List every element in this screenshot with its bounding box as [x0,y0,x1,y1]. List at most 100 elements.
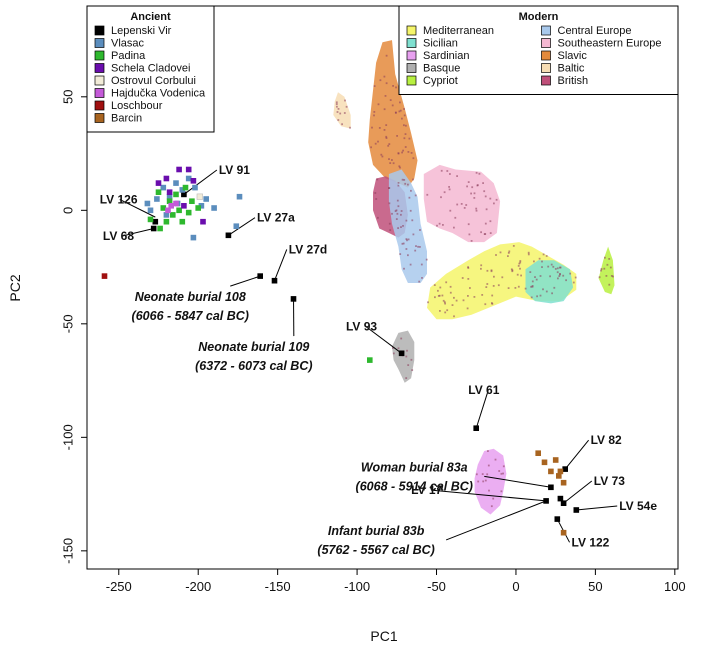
cluster-sample-dot [335,101,338,104]
point-vlasac [163,212,170,218]
cluster-sample-dot [554,268,557,270]
y-axis-title: PC2 [7,274,23,301]
cluster-sample-dot [467,267,470,269]
cluster-sample-dot [410,152,413,154]
cluster-sample-dot [373,114,375,117]
y-tick-label: -150 [60,538,75,564]
cluster-sample-dot [484,195,487,198]
cluster-sample-dot [551,292,553,295]
cluster-sample-dot [545,255,548,257]
cluster-sample-dot [397,205,400,208]
cluster-sample-dot [377,103,380,106]
cluster-sample-dot [478,172,481,175]
cluster-sample-dot [562,274,565,277]
burial-labels: Neonate burial 108 (6066 - 5847 cal BC) Ne… [132,290,473,557]
cluster-sample-dot [536,295,538,298]
cluster-sample-dot [600,268,603,270]
point-lepenski-vir [152,218,159,225]
cluster-sample-dot [391,104,394,107]
cluster-sample-dot [419,246,421,248]
cluster-sample-dot [445,281,448,284]
burial-label-line: Woman burial 83a [361,460,468,474]
point-label: LV 82 [591,433,622,447]
cluster-sample-dot [341,123,343,126]
cluster-sample-dot [371,126,373,129]
cluster-sample-dot [420,263,423,266]
cluster-sample-dot [401,151,403,154]
leader-line [564,439,590,470]
cluster-sample-dot [467,278,470,280]
legend-swatch [94,88,105,98]
point-lepenski-vir [543,498,549,504]
cluster-sample-dot [453,296,455,299]
cluster-sample-dot [484,222,487,225]
cluster-sample-dot [484,303,487,306]
point-vlasac [236,193,243,200]
point-padina [157,225,163,232]
legend-swatch [94,25,105,36]
cluster-sample-dot [475,171,478,174]
cluster-sample-dot [388,187,390,189]
cluster-sample-dot [397,227,399,229]
cluster-sample-dot [343,112,346,114]
legend-swatch [541,25,551,36]
point-lepenski-vir [225,232,232,239]
cluster-sample-dot [410,358,413,361]
cluster-sample-dot [443,191,446,194]
cluster-sample-dot [403,179,406,181]
leader-line [122,227,154,237]
point-label: LV 93 [346,320,377,334]
cluster-sample-dot [403,108,405,110]
cluster-sample-dot [481,294,484,296]
cluster-sample-dot [377,140,379,143]
plot-frame [86,5,679,570]
point-schela-cladovei [181,203,187,209]
legend-item-label: Central Europe [558,25,632,37]
cluster-sample-dot [460,203,463,205]
y-tick-label: -100 [60,424,75,450]
point-label: LV 17 [411,483,442,497]
cluster-sample-dot [412,178,414,181]
cluster-sample-dot [449,173,451,175]
cluster-sample-dot [437,289,439,292]
cluster-sample-dot [337,119,340,121]
point-lepenski-vir [181,191,187,198]
cluster-sample-dot [520,274,522,277]
cluster-sample-dot [559,273,561,275]
legend-swatch [541,75,551,86]
cluster-sample-dot [449,285,452,288]
cluster-sample-dot [414,249,417,252]
point-lepenski-vir [573,507,580,513]
cluster-sample-dot [473,296,476,298]
cluster-sample-dot [376,178,379,181]
cluster-sample-dot [448,186,450,188]
point-padina [367,357,373,363]
legend-title: Modern [519,11,559,23]
cluster-sample-dot [510,268,513,271]
cluster-sample-dot [426,193,429,196]
cluster-sample-dot [467,181,470,183]
point-barcin [556,473,562,479]
cluster-sample-dot [471,186,474,189]
cluster-sample-dot [389,162,392,164]
point-barcin [535,450,541,456]
point-vlasac [144,200,151,207]
cluster-sample-dot [502,472,504,475]
point-vlasac [179,187,186,193]
cluster-sample-dot [409,209,412,212]
cluster-sample-dot [408,196,411,199]
cluster-sample-dot [441,294,444,297]
point-lepenski-vir [271,277,278,284]
cluster-sample-dot [490,505,493,508]
cluster-sample-dot [407,254,409,257]
cluster-sample-dot [498,470,501,472]
cluster-sample-dot [383,108,386,111]
cluster-sample-dot [534,276,536,278]
cluster-sample-dot [344,99,346,102]
x-tick-label: -250 [106,579,132,594]
cluster-sample-dot [378,127,381,129]
cluster-sample-dot [396,135,398,137]
cluster-sample-dot [524,287,527,290]
cluster-sample-dot [389,229,392,231]
point-schela-cladovei [185,166,192,173]
